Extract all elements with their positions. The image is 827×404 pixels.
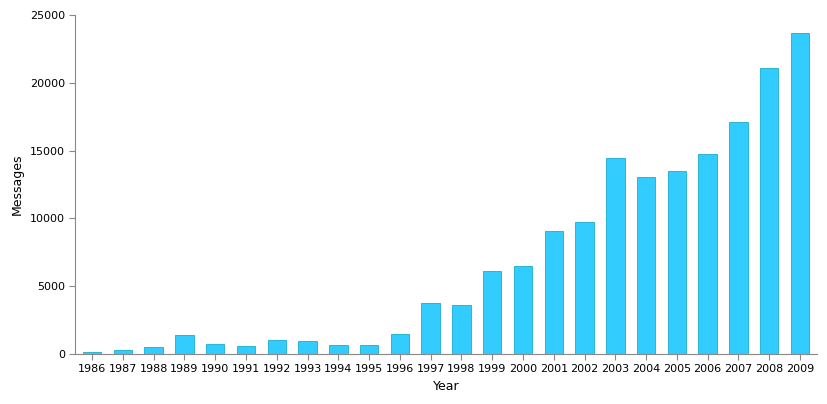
Bar bbox=[144, 347, 163, 354]
Bar bbox=[482, 271, 501, 354]
Bar bbox=[452, 305, 470, 354]
Bar bbox=[113, 350, 132, 354]
Bar bbox=[667, 171, 686, 354]
Bar bbox=[790, 34, 808, 354]
Bar bbox=[575, 223, 593, 354]
Y-axis label: Messages: Messages bbox=[11, 154, 24, 215]
Bar bbox=[175, 335, 194, 354]
Bar bbox=[729, 122, 747, 354]
Bar bbox=[267, 340, 285, 354]
Bar bbox=[83, 351, 101, 354]
Bar bbox=[298, 341, 317, 354]
Bar bbox=[759, 68, 777, 354]
Bar bbox=[206, 344, 224, 354]
Bar bbox=[237, 346, 255, 354]
X-axis label: Year: Year bbox=[433, 380, 459, 393]
Bar bbox=[421, 303, 439, 354]
Bar bbox=[390, 334, 409, 354]
Bar bbox=[544, 231, 562, 354]
Bar bbox=[697, 154, 716, 354]
Bar bbox=[605, 158, 624, 354]
Bar bbox=[636, 177, 654, 354]
Bar bbox=[513, 266, 532, 354]
Bar bbox=[360, 345, 378, 354]
Bar bbox=[328, 345, 347, 354]
